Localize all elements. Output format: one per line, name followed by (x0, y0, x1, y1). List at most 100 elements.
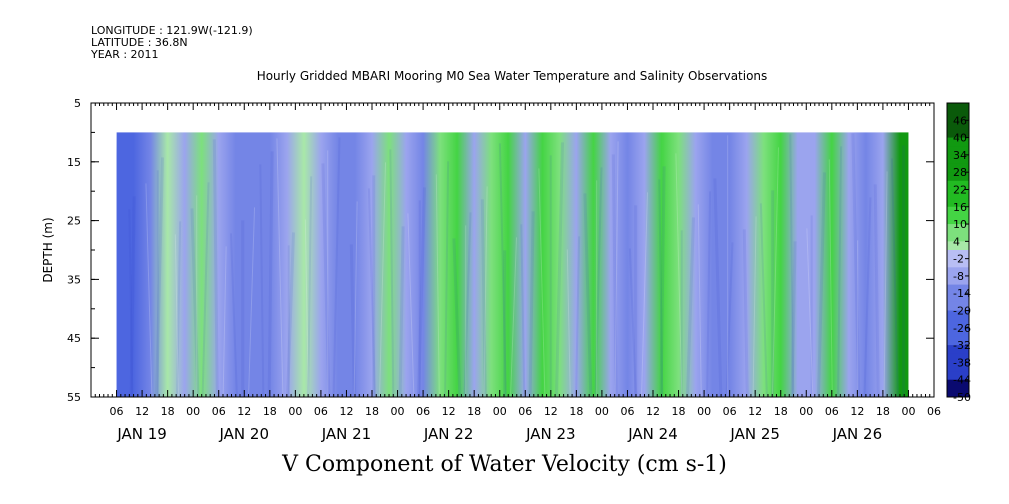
colorbar-segment (947, 353, 969, 363)
heatmap-streak (129, 196, 136, 398)
heatmap-streak (379, 162, 387, 398)
heatmap-streak (510, 237, 517, 398)
colorbar-segment (947, 258, 969, 268)
heatmap-streak (417, 187, 427, 398)
latitude-label: LATITUDE : 36.8N (91, 36, 188, 49)
heatmap-streak (286, 232, 296, 398)
heatmap-streak (267, 151, 274, 398)
x-hour-label: 12 (339, 405, 353, 418)
x-date-label: JAN 24 (627, 425, 678, 443)
heatmap-streak (675, 153, 683, 398)
colorbar-label: 10 (953, 218, 967, 231)
x-date-label: JAN 21 (321, 425, 372, 443)
x-hour-label: 06 (416, 405, 430, 418)
colorbar-segment (947, 250, 969, 260)
x-date-label: JAN 22 (423, 425, 474, 443)
heatmap-streak (890, 158, 899, 398)
heatmap-streak (554, 142, 564, 398)
heatmap-streak (538, 168, 546, 398)
x-hour-label: 18 (569, 405, 583, 418)
heatmap-field (116, 132, 909, 397)
colorbar-segment (947, 163, 969, 173)
colorbar-segment (947, 284, 969, 294)
heatmap-streak (307, 176, 313, 398)
x-hour-label: 06 (212, 405, 226, 418)
x-date-label: JAN 26 (832, 425, 883, 443)
heatmap-streak (367, 188, 376, 398)
colorbar-label: 40 (953, 132, 967, 145)
colorbar-segment (947, 345, 969, 355)
x-hour-label: 18 (774, 405, 788, 418)
x-hour-label: 00 (493, 405, 507, 418)
colorbar-label: -14 (953, 287, 971, 300)
y-axis-label: DEPTH (m) (41, 217, 55, 282)
heatmap-streak (611, 154, 618, 398)
heatmap-streak (583, 193, 593, 398)
colorbar-segment (947, 319, 969, 329)
colorbar-segment (947, 267, 969, 277)
y-tick-label: 25 (67, 215, 81, 228)
colorbar-label: -20 (953, 305, 971, 318)
x-hour-label: 18 (672, 405, 686, 418)
heatmap-streak (759, 203, 768, 398)
colorbar-label: 46 (953, 114, 967, 127)
heatmap-streak (498, 143, 507, 398)
colorbar-label: -8 (953, 270, 964, 283)
colorbar-segment (947, 137, 969, 147)
colorbar-segment (947, 379, 969, 389)
heatmap-streak (816, 172, 826, 398)
colorbar-label: -44 (953, 374, 971, 387)
x-hour-label: 12 (442, 405, 456, 418)
x-hour-label: 12 (748, 405, 762, 418)
colorbar-segment (947, 275, 969, 286)
x-hour-label: 12 (646, 405, 660, 418)
heatmap-streak (752, 216, 757, 398)
heatmap-streak (725, 242, 734, 398)
x-hour-label: 12 (135, 405, 149, 418)
x-hour-label: 12 (850, 405, 864, 418)
heatmap-streak (212, 139, 219, 398)
heatmap-streak (353, 201, 358, 398)
colorbar-segment (947, 310, 969, 320)
heatmap-streak (276, 138, 284, 398)
heatmap-streak (398, 226, 405, 398)
colorbar-segment (947, 111, 969, 121)
x-hour-label: 18 (876, 405, 890, 418)
colorbar-segment (947, 327, 969, 337)
dataset-title: Hourly Gridded MBARI Mooring M0 Sea Wate… (256, 69, 768, 83)
colorbar-segment (947, 388, 969, 398)
heatmap-streak (789, 134, 795, 398)
heatmap-streak (304, 219, 309, 398)
heatmap-streak (259, 164, 265, 398)
colorbar-segment (947, 293, 969, 303)
x-date-label: JAN 25 (729, 425, 780, 443)
x-hour-label: 18 (365, 405, 379, 418)
heatmap-streak (444, 161, 450, 398)
heatmap-streak (349, 244, 356, 398)
heatmap-streak (806, 228, 814, 398)
heatmap-streak (407, 213, 415, 398)
x-hour-label: 06 (620, 405, 634, 418)
colorbar-label: 22 (953, 183, 967, 196)
axes: 5 15 25 35 45 55 06 12 18 00 06 12 18 00 06 12 18 00 06 12 1… (67, 97, 941, 443)
x-hour-label: 12 (544, 405, 558, 418)
colorbar-label: 28 (953, 166, 967, 179)
x-hour-label: 06 (825, 405, 839, 418)
colorbar-segment (947, 336, 969, 346)
x-hour-label: 00 (391, 405, 405, 418)
heatmap-streak (248, 207, 256, 398)
heatmap-streak (190, 208, 200, 398)
heatmap-streak (201, 182, 210, 398)
heatmap-streak (110, 132, 118, 398)
x-date-label: JAN 23 (525, 425, 576, 443)
colorbar-segment (947, 172, 969, 182)
colorbar-segment (947, 103, 969, 113)
x-hour-label: 00 (697, 405, 711, 418)
colorbar-label: -38 (953, 356, 971, 369)
y-tick-label: 35 (67, 273, 81, 286)
heatmap-streak (520, 224, 526, 398)
heatmap-streak (713, 178, 723, 398)
colorbar: 46 40 34 28 22 16 10 4 -2 -8 -14 -20 -26 -32 -38 -44 -50 (946, 102, 971, 404)
heatmap-streak (706, 191, 712, 398)
y-tick-label: 15 (67, 156, 81, 169)
